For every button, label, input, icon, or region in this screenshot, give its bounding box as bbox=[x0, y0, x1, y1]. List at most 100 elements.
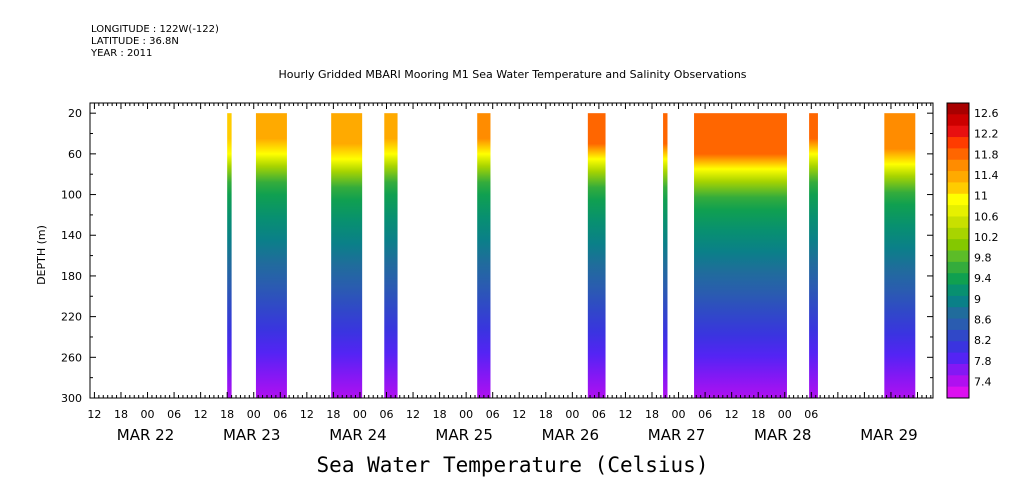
colorbar-label: 10.2 bbox=[974, 231, 999, 244]
colorbar: 12.6 12.2 11.8 11.4 11 10.6 10.2 9.8 9.4 9 8.6 8.2 7… bbox=[946, 102, 999, 399]
colorbar-swatch bbox=[947, 148, 969, 161]
x-tick-label: 06 bbox=[167, 408, 181, 421]
colorbar-swatch bbox=[947, 227, 969, 240]
data-block bbox=[331, 113, 363, 398]
colorbar-swatch bbox=[947, 307, 969, 320]
data-block bbox=[884, 113, 916, 398]
y-tick-label: 100 bbox=[61, 189, 82, 202]
plot-frame bbox=[89, 102, 934, 399]
colorbar-label: 12.2 bbox=[974, 128, 999, 141]
x-tick-label: 12 bbox=[618, 408, 632, 421]
data-block bbox=[477, 113, 491, 398]
x-tick-label: 06 bbox=[698, 408, 712, 421]
x-tick-label: 00 bbox=[353, 408, 367, 421]
colorbar-label: 8.6 bbox=[974, 314, 992, 327]
y-tick-label: 260 bbox=[61, 351, 82, 364]
chart-title: Hourly Gridded MBARI Mooring M1 Sea Wate… bbox=[278, 68, 747, 81]
x-day-label: MAR 27 bbox=[648, 426, 705, 444]
y-tick-label: 220 bbox=[61, 311, 82, 324]
data-block bbox=[694, 113, 787, 398]
colorbar-swatch bbox=[947, 171, 969, 183]
data-block bbox=[384, 113, 398, 398]
colorbar-label: 11 bbox=[974, 190, 988, 203]
colorbar-label: 11.4 bbox=[974, 169, 999, 182]
x-day-label: MAR 22 bbox=[117, 426, 174, 444]
x-tick-label: 12 bbox=[87, 408, 101, 421]
colorbar-swatch bbox=[947, 239, 969, 251]
x-tick-label: 00 bbox=[778, 408, 792, 421]
y-tick-label: 300 bbox=[61, 392, 82, 405]
data-block bbox=[227, 113, 232, 398]
x-day-label: MAR 28 bbox=[754, 426, 811, 444]
data-block bbox=[809, 113, 818, 398]
colorbar-swatch bbox=[947, 341, 969, 354]
colorbar-swatch bbox=[947, 103, 969, 115]
data-block bbox=[587, 113, 606, 398]
x-tick-label: 06 bbox=[592, 408, 606, 421]
x-tick-label: 18 bbox=[326, 408, 340, 421]
x-tick-label: 06 bbox=[804, 408, 818, 421]
data-blocks bbox=[227, 113, 916, 398]
colorbar-swatch bbox=[947, 261, 969, 274]
x-tick-label: 00 bbox=[672, 408, 686, 421]
colorbar-swatch bbox=[947, 318, 969, 331]
colorbar-label: 9.4 bbox=[974, 272, 992, 285]
x-tick-label: 18 bbox=[645, 408, 659, 421]
colorbar-swatch bbox=[947, 363, 969, 376]
variable-title: Sea Water Temperature (Celsius) bbox=[316, 453, 709, 477]
longitude-label: LONGITUDE : 122W(-122) bbox=[91, 24, 219, 35]
colorbar-label: 7.4 bbox=[974, 376, 992, 389]
x-tick-label: 12 bbox=[406, 408, 420, 421]
y-tick-label: 180 bbox=[61, 270, 82, 283]
colorbar-label: 9 bbox=[974, 293, 981, 306]
colorbar-swatch bbox=[947, 182, 969, 195]
colorbar-swatch bbox=[947, 205, 969, 217]
colorbar-swatch bbox=[947, 137, 969, 149]
x-tick-label: 18 bbox=[539, 408, 553, 421]
data-block bbox=[255, 113, 287, 398]
x-day-label: MAR 29 bbox=[860, 426, 917, 444]
x-tick-label: 18 bbox=[114, 408, 128, 421]
x-tick-label: 00 bbox=[141, 408, 155, 421]
data-block bbox=[663, 113, 668, 398]
colorbar-swatch bbox=[947, 193, 969, 206]
colorbar-swatch bbox=[947, 284, 969, 297]
x-day-label: MAR 23 bbox=[223, 426, 280, 444]
colorbar-label: 12.6 bbox=[974, 107, 999, 120]
colorbar-label: 7.8 bbox=[974, 355, 992, 368]
x-tick-label: 12 bbox=[300, 408, 314, 421]
x-tick-label: 18 bbox=[751, 408, 765, 421]
colorbar-swatch bbox=[947, 216, 969, 229]
year-label: YEAR : 2011 bbox=[91, 48, 153, 59]
colorbar-frame bbox=[946, 102, 970, 399]
x-tick-label: 12 bbox=[194, 408, 208, 421]
colorbar-label: 10.6 bbox=[974, 210, 999, 223]
x-day-label: MAR 25 bbox=[435, 426, 492, 444]
x-tick-label: 06 bbox=[379, 408, 393, 421]
x-tick-label: 18 bbox=[220, 408, 234, 421]
latitude-label: LATITUDE : 36.8N bbox=[91, 36, 179, 47]
colorbar-label: 11.8 bbox=[974, 148, 999, 161]
x-tick-label: 12 bbox=[725, 408, 739, 421]
colorbar-label: 9.8 bbox=[974, 252, 992, 265]
x-tick-label: 12 bbox=[512, 408, 526, 421]
colorbar-swatch bbox=[947, 329, 969, 342]
colorbar-swatch bbox=[947, 273, 969, 286]
x-tick-label: 06 bbox=[486, 408, 500, 421]
colorbar-swatch bbox=[947, 386, 969, 399]
colorbar-swatch bbox=[947, 250, 969, 263]
y-tick-label: 140 bbox=[61, 229, 82, 242]
x-day-label: MAR 24 bbox=[329, 426, 386, 444]
colorbar-swatch bbox=[947, 295, 969, 308]
y-tick-label: 60 bbox=[68, 148, 82, 161]
x-tick-label: 18 bbox=[433, 408, 447, 421]
colorbar-swatch bbox=[947, 125, 969, 138]
x-tick-label: 00 bbox=[247, 408, 261, 421]
colorbar-swatch bbox=[947, 114, 969, 127]
x-tick-label: 00 bbox=[565, 408, 579, 421]
x-day-label: MAR 26 bbox=[542, 426, 599, 444]
colorbar-label: 8.2 bbox=[974, 334, 992, 347]
y-tick-label: 20 bbox=[68, 107, 82, 120]
colorbar-swatch bbox=[947, 159, 969, 172]
